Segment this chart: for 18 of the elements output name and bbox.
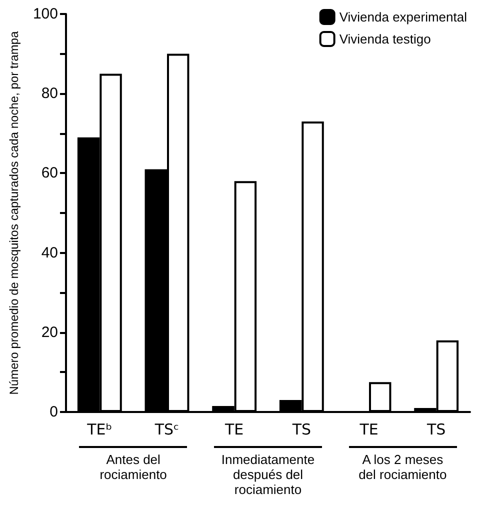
y-tick-label: 20 bbox=[41, 324, 58, 341]
x-tick-label: TE bbox=[358, 420, 378, 438]
x-tick-label: TS bbox=[291, 420, 312, 438]
y-axis-title: Número promedio de mosquitos capturados cada noche, por trampa bbox=[7, 30, 21, 395]
y-tick-label: 60 bbox=[41, 164, 58, 182]
x-tick-label: TEᵇ bbox=[86, 420, 112, 438]
y-tick-label: 0 bbox=[50, 404, 58, 420]
text: A los 2 meses del rociamiento bbox=[358, 452, 448, 482]
x-tick-label: TE bbox=[224, 420, 244, 438]
y-tick-label: 100 bbox=[32, 6, 58, 22]
text: Antes del rociamiento bbox=[98, 452, 168, 482]
legend-label: Vivienda experimental bbox=[339, 10, 468, 24]
text: Inmediatamente después del rociamiento bbox=[220, 452, 316, 497]
y-tick-label: 40 bbox=[41, 244, 58, 262]
y-tick-label: 80 bbox=[41, 85, 58, 102]
x-tick-label: TS bbox=[426, 420, 446, 438]
legend-label: Vivienda testigo bbox=[339, 32, 431, 46]
x-tick-label: TSᶜ bbox=[154, 420, 180, 438]
